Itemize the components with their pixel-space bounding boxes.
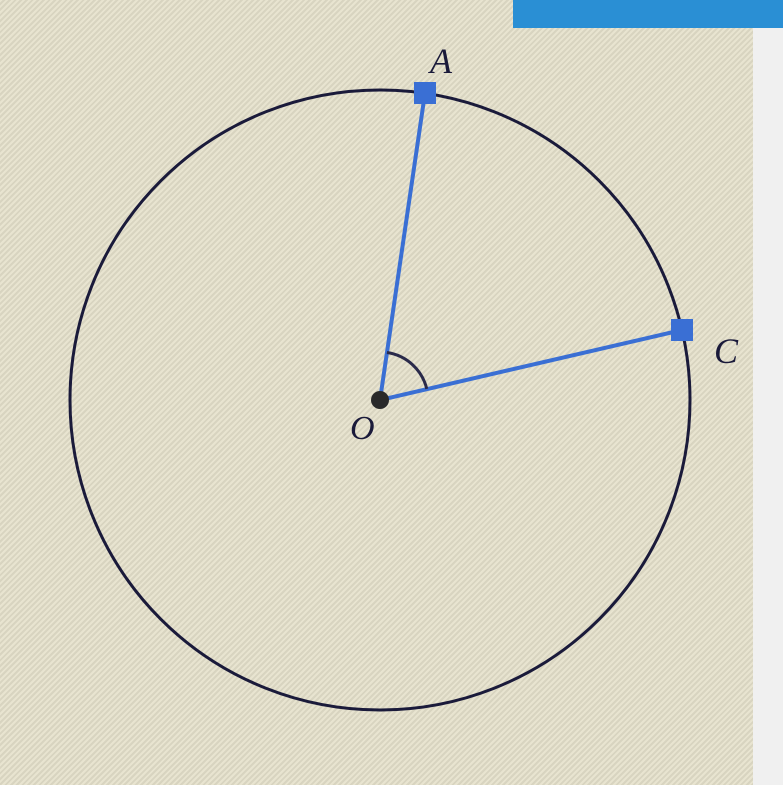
geometry-diagram	[0, 0, 783, 785]
label-c: C	[714, 330, 738, 372]
angle-arc	[387, 353, 427, 389]
label-a: A	[430, 40, 452, 82]
radius-oc	[380, 330, 682, 400]
center-o-marker	[371, 391, 389, 409]
label-o: O	[350, 410, 375, 448]
point-a-marker	[414, 82, 436, 104]
point-c-marker	[671, 319, 693, 341]
